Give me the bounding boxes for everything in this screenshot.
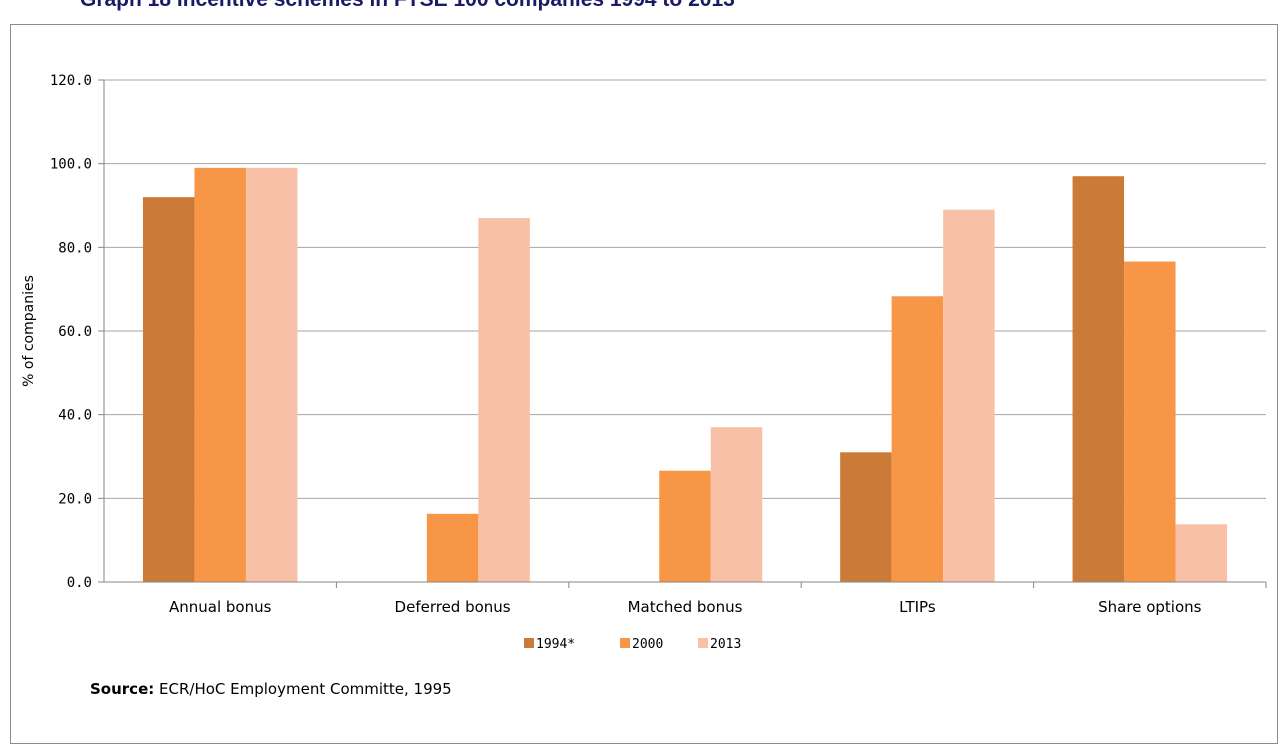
bar-2000-share-options bbox=[1124, 261, 1176, 582]
bar-2000-matched-bonus bbox=[659, 470, 711, 582]
bar-2013-share-options bbox=[1175, 524, 1228, 582]
y-tick-label: 120.0 bbox=[50, 73, 92, 89]
source-note: Source: ECR/HoC Employment Committe, 199… bbox=[90, 680, 452, 698]
y-tick-label: 20.0 bbox=[58, 491, 92, 507]
bar-2013-matched-bonus bbox=[710, 427, 763, 582]
x-tick-label: Deferred bonus bbox=[395, 598, 511, 616]
legend-label: 2013 bbox=[710, 637, 741, 652]
bar-2000-annual-bonus bbox=[194, 167, 246, 582]
legend-label: 2000 bbox=[632, 637, 663, 652]
bar-chart: 0.0 20.0 40.0 60.0 80.0 100.0 120.0 Annual bon… bbox=[21, 73, 1267, 652]
y-tick-label: 40.0 bbox=[58, 408, 92, 424]
y-axis-label: % of companies bbox=[21, 275, 37, 387]
legend: 1994* 2000 2013 bbox=[524, 637, 741, 652]
bar-1994*-annual-bonus bbox=[142, 197, 195, 582]
y-tick-label: 0.0 bbox=[67, 575, 92, 591]
x-tick-labels: Annual bonus Deferred bonus Matched bonus L… bbox=[169, 598, 1202, 616]
legend-swatch-2000 bbox=[620, 638, 630, 648]
axes bbox=[103, 80, 1267, 588]
bar-2000-deferred-bonus bbox=[426, 513, 479, 582]
y-tick-label: 100.0 bbox=[50, 157, 92, 173]
legend-swatch-2013 bbox=[698, 638, 708, 648]
source-text: ECR/HoC Employment Committe, 1995 bbox=[159, 680, 452, 698]
bar-2000-ltips bbox=[891, 296, 944, 582]
legend-label: 1994* bbox=[536, 637, 575, 652]
x-tick-label: LTIPs bbox=[899, 598, 936, 616]
bar-2013-deferred-bonus bbox=[478, 218, 530, 583]
x-tick-label: Matched bonus bbox=[628, 598, 743, 616]
bar-1994*-share-options bbox=[1072, 176, 1125, 582]
legend-swatch-1994* bbox=[524, 638, 534, 648]
x-tick-label: Annual bonus bbox=[169, 598, 272, 616]
source-label: Source: bbox=[90, 680, 155, 698]
bar-2013-annual-bonus bbox=[245, 167, 298, 582]
bar-1994*-ltips bbox=[840, 452, 892, 582]
y-tick-label: 60.0 bbox=[58, 324, 92, 340]
bar-2013-ltips bbox=[943, 209, 995, 582]
bars bbox=[142, 167, 1228, 583]
y-tick-label: 80.0 bbox=[58, 240, 92, 256]
x-tick-label: Share options bbox=[1098, 598, 1201, 616]
chart-title: Graph 18 Incentive schemes in FTSE 100 c… bbox=[80, 0, 735, 12]
y-tick-labels: 0.0 20.0 40.0 60.0 80.0 100.0 120.0 bbox=[50, 73, 92, 591]
